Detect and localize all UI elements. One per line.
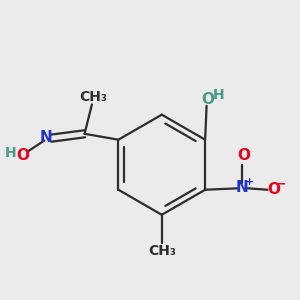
Text: O: O	[202, 92, 214, 107]
Text: O: O	[237, 148, 250, 163]
Text: N: N	[236, 180, 248, 195]
Text: O: O	[267, 182, 280, 197]
Text: H: H	[213, 88, 224, 102]
Text: O: O	[16, 148, 29, 164]
Text: CH₃: CH₃	[148, 244, 176, 258]
Text: N: N	[40, 130, 53, 145]
Text: CH₃: CH₃	[80, 90, 107, 104]
Text: H: H	[5, 146, 17, 160]
Text: +: +	[245, 177, 254, 188]
Text: −: −	[276, 178, 286, 191]
